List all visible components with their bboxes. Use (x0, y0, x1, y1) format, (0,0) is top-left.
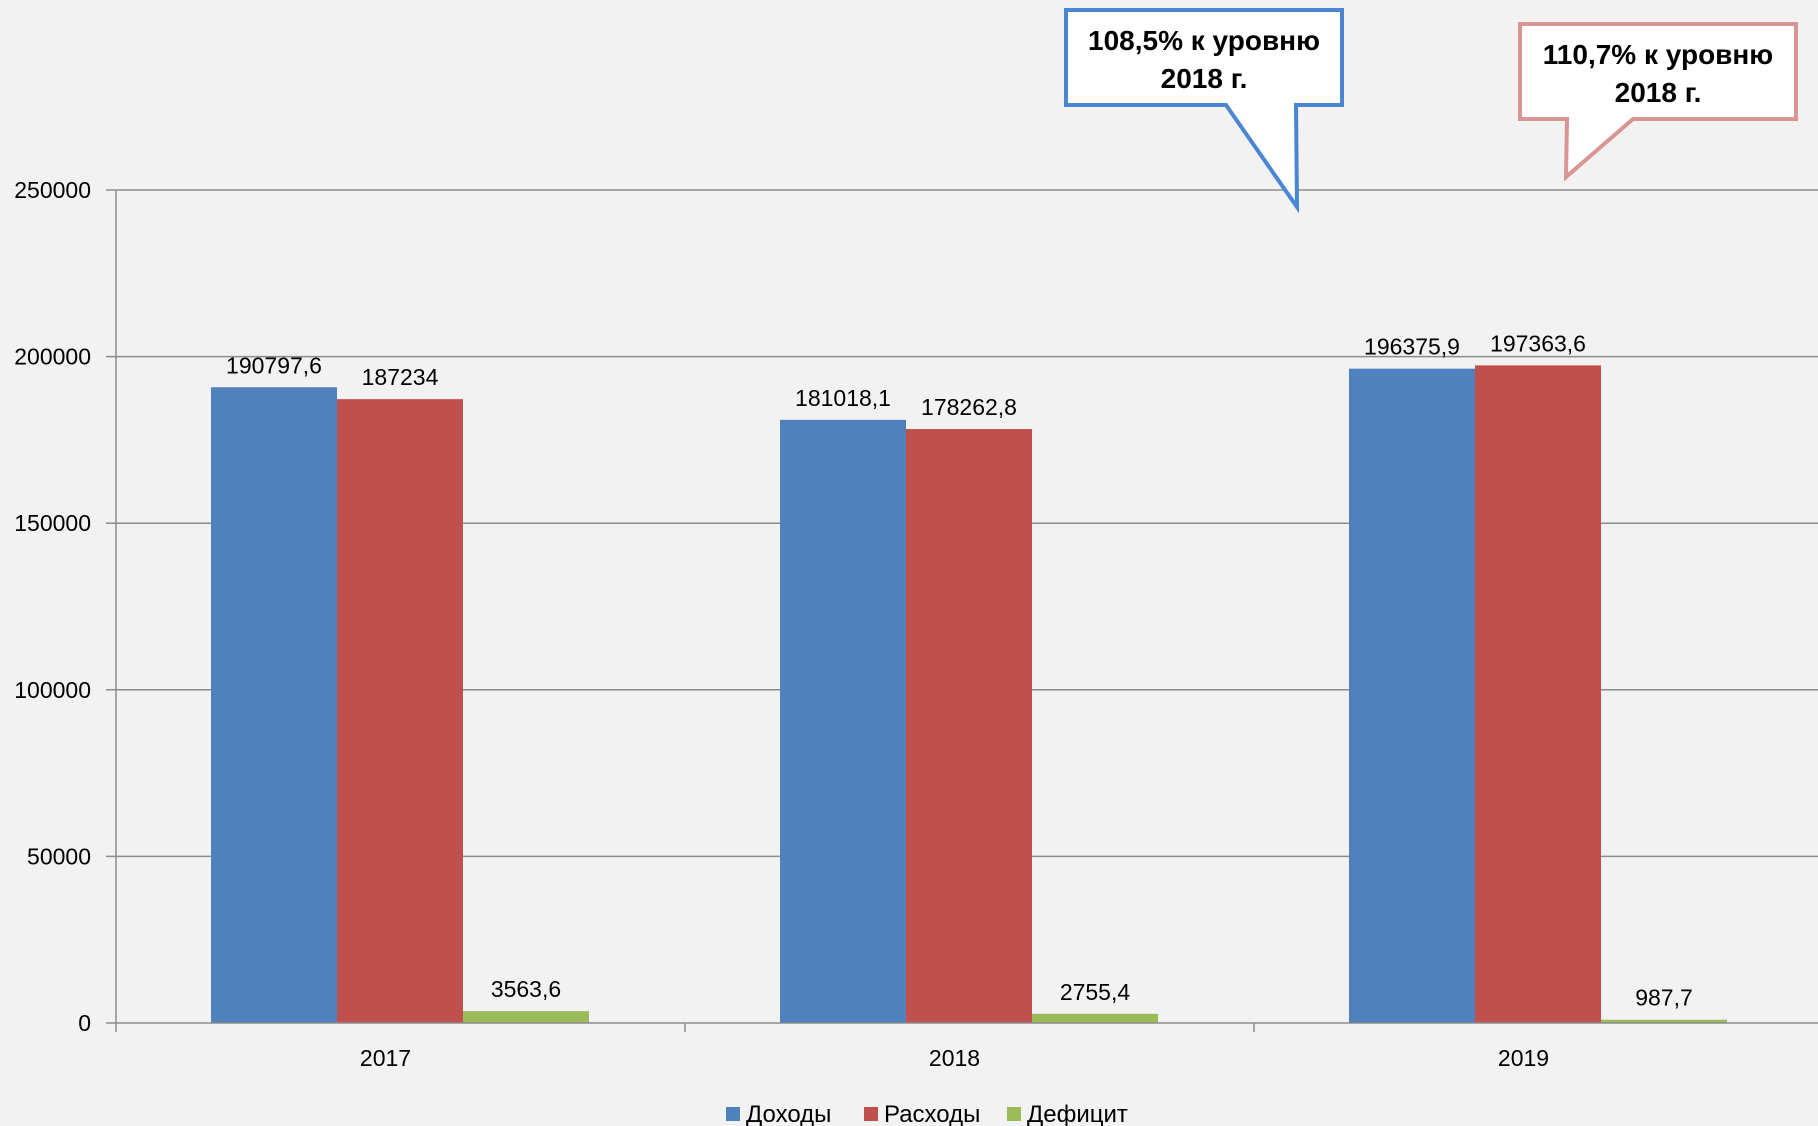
x-tick-label-2018: 2018 (929, 1045, 980, 1071)
y-tick-label-150000: 150000 (14, 510, 91, 536)
axes (115, 190, 1818, 1024)
bar-Дефицит-2018 (1032, 1013, 1158, 1023)
data-label-Расходы-2017: 187234 (362, 364, 439, 390)
x-axis-ticks: 2017 2018 2019 (115, 1023, 1549, 1071)
bar-series (211, 365, 1727, 1024)
x-tick-label-2019: 2019 (1498, 1045, 1549, 1071)
data-label-Расходы-2019: 197363,6 (1490, 330, 1586, 356)
y-tick-label-100000: 100000 (14, 677, 91, 703)
legend-swatch-Расходы (864, 1107, 878, 1121)
y-axis-ticks: 0 50000 100000 150000 200000 250000 (14, 177, 116, 1036)
data-label-Дефицит-2018: 2755,4 (1060, 979, 1131, 1005)
y-tick-label-250000: 250000 (14, 177, 91, 203)
y-tick-label-0: 0 (78, 1010, 91, 1036)
callout-rasxody-shape (1518, 22, 1798, 182)
legend-label-Расходы: Расходы (884, 1101, 980, 1126)
data-label-Доходы-2018: 181018,1 (795, 385, 891, 411)
legend-swatch-Дефицит (1007, 1107, 1021, 1121)
legend-label-Доходы: Доходы (746, 1101, 831, 1126)
callout-doxody: 108,5% к уровню 2018 г. (1064, 8, 1344, 214)
data-label-Доходы-2019: 196375,9 (1364, 334, 1460, 360)
bar-Дефицит-2019 (1601, 1019, 1727, 1023)
bar-Расходы-2017 (337, 399, 463, 1023)
callout-doxody-shape (1064, 8, 1344, 214)
callout-rasxody-line-1: 110,7% к уровню (1543, 39, 1773, 70)
x-tick-label-2017: 2017 (360, 1045, 411, 1071)
data-label-Расходы-2018: 178262,8 (921, 394, 1017, 420)
bar-Доходы-2019 (1349, 368, 1475, 1023)
y-tick-label-200000: 200000 (14, 344, 91, 370)
bar-Расходы-2019 (1475, 365, 1601, 1023)
bar-Дефицит-2017 (463, 1011, 589, 1023)
bar-Доходы-2017 (211, 387, 337, 1023)
bar-Доходы-2018 (780, 419, 906, 1024)
data-label-Доходы-2017: 190797,6 (226, 352, 322, 378)
legend: Доходы Расходы Дефицит (726, 1101, 1128, 1126)
bar-Расходы-2018 (906, 429, 1032, 1024)
callout-rasxody: 110,7% к уровню 2018 г. (1518, 22, 1798, 182)
callout-doxody-line-2: 2018 г. (1161, 63, 1248, 94)
legend-swatch-Доходы (726, 1107, 740, 1121)
data-labels: 190797,6 187234 3563,6 181018,1 178262,8 2755… (226, 330, 1693, 1010)
callout-rasxody-line-2: 2018 г. (1615, 77, 1702, 108)
data-label-Дефицит-2017: 3563,6 (491, 976, 561, 1002)
data-label-Дефицит-2019: 987,7 (1635, 985, 1693, 1011)
callout-doxody-line-1: 108,5% к уровню (1088, 25, 1320, 56)
y-tick-label-50000: 50000 (27, 843, 91, 869)
legend-label-Дефицит: Дефицит (1027, 1101, 1128, 1126)
